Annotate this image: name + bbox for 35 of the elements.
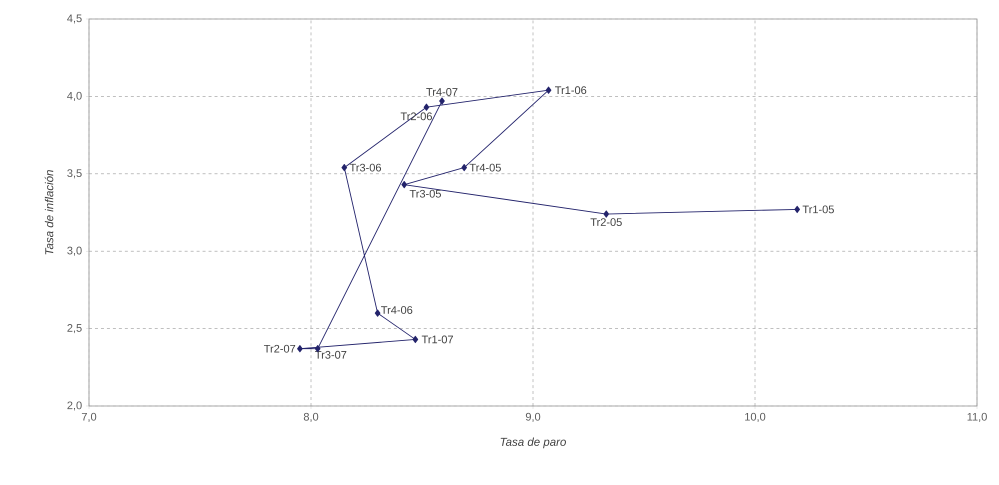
point [412, 336, 418, 344]
annotation: Tr2-07 [264, 344, 296, 353]
point [424, 104, 430, 111]
y-tick-label: 3,0 [67, 246, 82, 256]
annotation: Tr3-05 [410, 190, 441, 198]
annotation: Tr1-05 [802, 206, 834, 214]
point [794, 206, 800, 214]
y-tick-label: 2,5 [67, 324, 82, 334]
y-axis-title: Tasa de inflación [44, 170, 54, 254]
x-axis-title: Tasa de paro [500, 437, 566, 448]
y-tick-label: 4,0 [67, 92, 82, 101]
y-tick-label: 3,5 [67, 169, 82, 178]
x-tick-label: 11,0 [968, 412, 987, 422]
point [297, 345, 303, 352]
annotation: Tr4-05 [470, 164, 501, 172]
x-tick-label: 8,0 [304, 412, 318, 422]
point [374, 309, 380, 317]
point [461, 164, 468, 172]
point [603, 210, 610, 218]
point [401, 180, 408, 188]
y-tick-label: 4,5 [67, 14, 82, 24]
annotation: Tr4-07 [426, 88, 458, 96]
point [439, 97, 445, 105]
point [341, 164, 348, 172]
annotation: Tr4-06 [381, 306, 412, 314]
x-tick-label: 9,0 [526, 412, 540, 422]
point [546, 86, 552, 94]
annotation: Tr1-06 [554, 86, 586, 94]
annotation: Tr2-05 [590, 218, 622, 226]
x-tick-label: 10,0 [745, 412, 766, 422]
x-tick-label: 7,0 [82, 412, 96, 422]
annotation: Tr3-06 [350, 164, 382, 172]
y-tick-label: 2,0 [67, 401, 82, 411]
annotation: Tr3-07 [315, 350, 346, 359]
annotation: Tr1-07 [422, 336, 453, 344]
